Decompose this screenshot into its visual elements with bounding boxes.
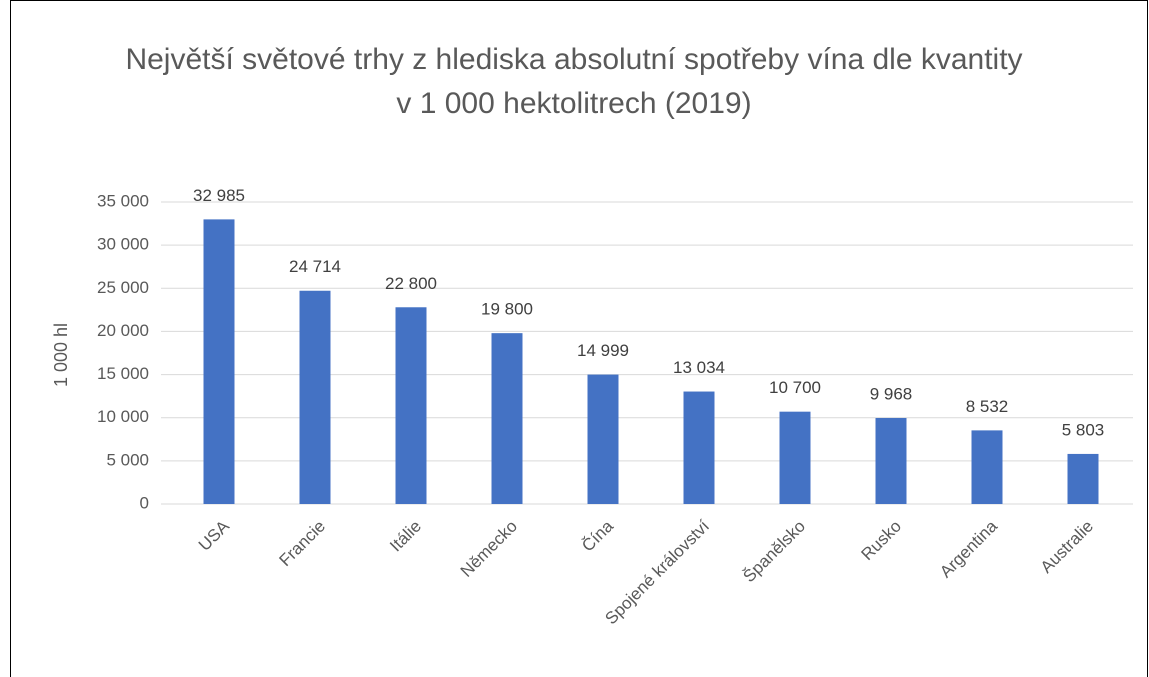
x-tick-label: Francie (275, 517, 329, 571)
x-tick-label: Spojené království (601, 516, 713, 628)
value-label: 22 800 (385, 274, 437, 293)
y-tick-label: 5 000 (106, 450, 149, 469)
x-tick-label: Argentina (936, 516, 1001, 581)
value-label: 8 532 (966, 397, 1009, 416)
chart-title: Největší světové trhy z hlediska absolut… (125, 43, 1023, 120)
bar (1067, 453, 1099, 504)
y-tick-label: 15 000 (97, 364, 149, 383)
chart-border (10, 0, 1148, 677)
bar (395, 307, 427, 504)
value-label: 24 714 (289, 257, 341, 276)
value-label: 9 968 (870, 384, 913, 403)
bar (971, 430, 1003, 504)
bar (683, 391, 715, 504)
value-label: 32 985 (193, 186, 245, 205)
x-tick-label: Čína (578, 516, 617, 555)
value-label: 10 700 (769, 378, 821, 397)
x-tick-label: Rusko (857, 517, 905, 565)
value-label: 14 999 (577, 341, 629, 360)
y-tick-label: 10 000 (97, 407, 149, 426)
bar (875, 417, 907, 504)
x-tick-label: Australie (1037, 517, 1097, 577)
y-tick-label: 25 000 (97, 278, 149, 297)
bar (587, 374, 619, 504)
x-tick-label: USA (195, 516, 234, 555)
y-tick-label: 30 000 (97, 235, 149, 254)
bar (491, 333, 523, 504)
y-tick-label: 0 (140, 493, 149, 512)
y-tick-label: 35 000 (97, 191, 149, 210)
x-tick-label: Itálie (386, 517, 425, 556)
bar (779, 411, 811, 504)
x-tick-label: Španělsko (739, 517, 809, 587)
value-label: 19 800 (481, 300, 533, 319)
bar (203, 219, 235, 504)
y-tick-label: 20 000 (97, 321, 149, 340)
x-tick-label: Německo (457, 517, 521, 581)
y-axis-label: 1 000 hl (51, 323, 71, 387)
bar (299, 290, 331, 504)
value-label: 13 034 (673, 358, 725, 377)
value-label: 5 803 (1062, 420, 1105, 439)
